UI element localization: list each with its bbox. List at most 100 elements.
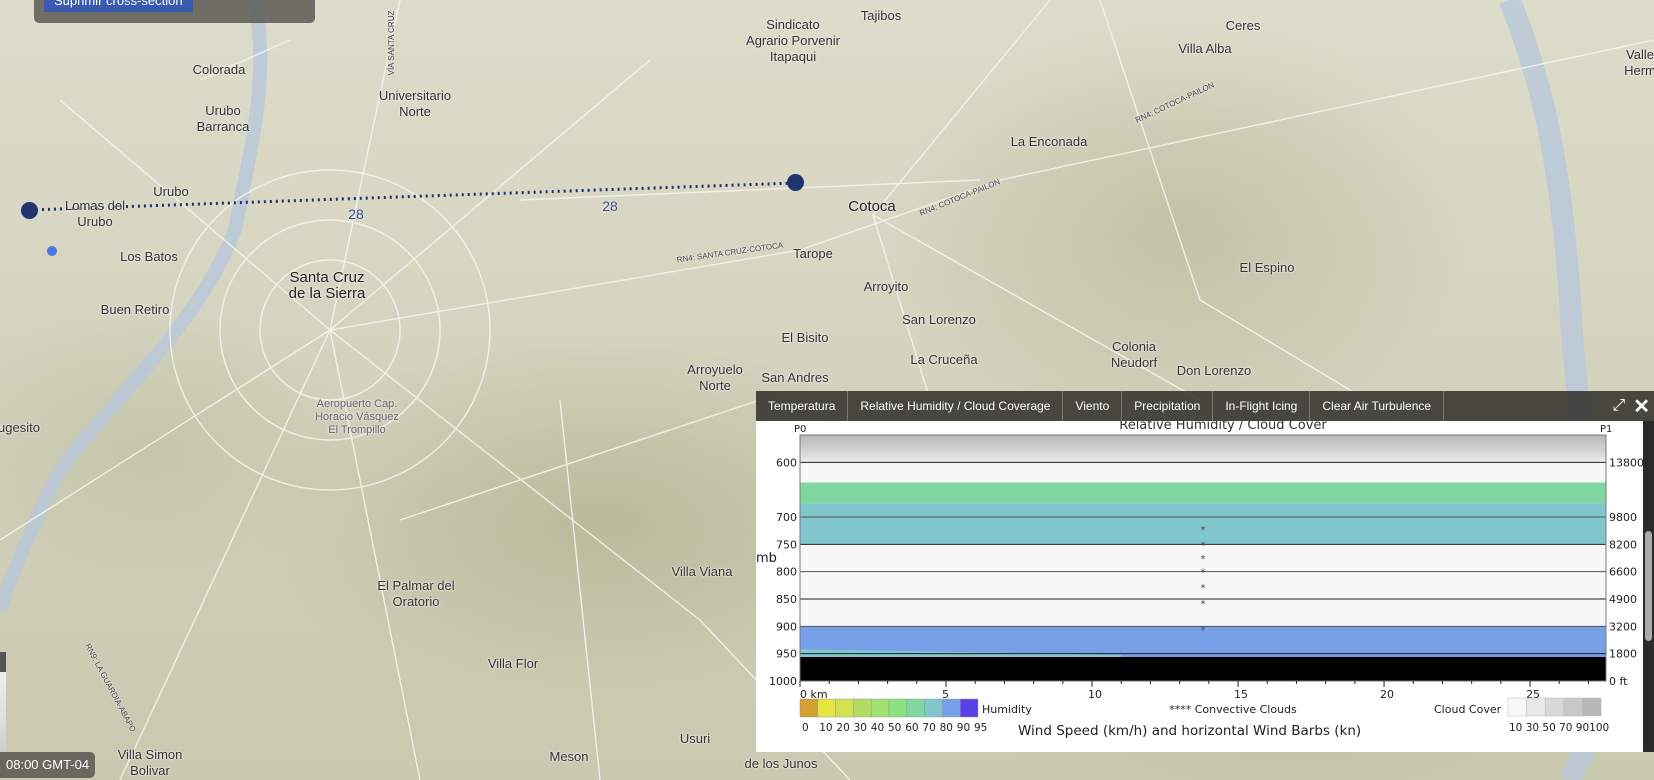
layer-band [800, 544, 1606, 627]
cross-section-end-marker[interactable] [787, 174, 804, 191]
y-tick-label: 750 [776, 538, 797, 551]
humidity-tick-label: 20 [836, 722, 849, 734]
left-legend-strip [0, 652, 6, 752]
y-axis-label: mb [756, 551, 777, 566]
humidity-tick-label: 60 [905, 722, 918, 734]
x-tick-label: 15 [1234, 688, 1248, 701]
tab-temperatura[interactable]: Temperatura [756, 391, 849, 421]
cross-section-panel: Temperatura Relative Humidity / Cloud Co… [756, 391, 1654, 752]
end-point-label: P1 [1600, 424, 1612, 435]
place-label: Villa Simon Bolivar [117, 747, 183, 778]
convective-legend-label: **** Convective Clouds [1169, 703, 1297, 716]
cloud-cover-swatch [1507, 697, 1527, 717]
x-tick-label: 5 [942, 688, 949, 701]
cloud-cover-swatch [1563, 697, 1583, 717]
convective-cloud-mark: * [1201, 568, 1206, 579]
tab-relative-humidity[interactable]: Relative Humidity / Cloud Coverage [848, 391, 1064, 421]
cross-section-toolbar: Suprimir cross-section [34, 0, 315, 23]
tab-viento[interactable]: Viento [1063, 391, 1123, 421]
convective-cloud-mark: * [1201, 554, 1206, 565]
humidity-tick-label: 40 [871, 722, 884, 734]
convective-cloud-mark: * [1201, 583, 1206, 594]
humidity-swatch [817, 698, 836, 718]
y-right-tick-label: 1800 [1609, 648, 1637, 661]
layer-band [800, 503, 1606, 545]
humidity-tick-label: 0 [802, 722, 809, 734]
place-label: Tajibos [860, 8, 902, 23]
convective-cloud-mark: * [1201, 525, 1206, 536]
y-right-tick-label: 3200 [1609, 620, 1637, 633]
y-right-tick-label: 0 ft [1609, 675, 1628, 688]
chart-area: 600 13800 700 9800 750 8200 800 6600 850 4900 900 3… [756, 421, 1654, 752]
place-label: Don Lorenzo [1176, 363, 1252, 378]
place-label: Villa Viana [671, 564, 733, 579]
place-label: Santa Cruz de la Sierra [288, 269, 366, 302]
layer-band [800, 656, 1606, 681]
humidity-legend-label: Humidity [982, 703, 1032, 716]
place-label: Arroyuelo Norte [687, 362, 743, 393]
place-label: Colonia Neudorf [1110, 339, 1158, 370]
y-tick-label: 600 [776, 456, 797, 469]
cross-section-start-marker[interactable] [21, 202, 38, 219]
tab-in-flight-icing[interactable]: In-Flight Icing [1213, 391, 1311, 421]
humidity-tick-label: 95 [974, 722, 987, 734]
place-label: Usuri [679, 731, 711, 746]
humidity-swatch [853, 698, 872, 718]
place-label: Sindicato Agrario Porvenir Itapaqui [746, 17, 840, 64]
humidity-swatch [888, 698, 908, 718]
humidity-swatch [942, 698, 961, 718]
humidity-tick-label: 30 [854, 722, 867, 734]
place-label: Villa Flor [487, 656, 539, 671]
cloud-cover-swatch [1544, 697, 1565, 717]
chart-title: Relative Humidity / Cloud Cover [1119, 421, 1327, 433]
y-tick-label: 850 [776, 593, 797, 606]
y-right-tick-label: 13800 [1609, 456, 1643, 469]
cloud-cover-swatch [1526, 697, 1546, 717]
delete-cross-section-button[interactable]: Suprimir cross-section [44, 0, 193, 12]
place-label: Tarope [793, 246, 833, 261]
place-label: El Espino [1239, 260, 1295, 275]
place-label: Meson [549, 749, 589, 764]
cloud-cover-tick-labels: 10 30 50 70 90100 [1509, 722, 1609, 734]
layer-band [800, 435, 1606, 463]
close-icon[interactable]: ✕ [1633, 395, 1650, 418]
x-tick-label: 0 km [800, 688, 828, 701]
place-label: Arroyito [863, 279, 909, 294]
place-label: La Cruceña [910, 352, 978, 367]
x-tick-label: 10 [1088, 688, 1102, 701]
timestamp: 08:00 GMT-04 [0, 752, 96, 778]
tab-clear-air-turbulence[interactable]: Clear Air Turbulence [1310, 391, 1445, 421]
tab-precipitation[interactable]: Precipitation [1122, 391, 1214, 421]
plot-frame [799, 434, 1607, 682]
cloud-cover-legend-label: Cloud Cover [1434, 703, 1502, 716]
x-tick-label: 20 [1380, 688, 1394, 701]
y-right-tick-label: 4900 [1609, 593, 1637, 606]
place-label: Universitario Norte [378, 88, 452, 119]
scrollbar[interactable] [1643, 421, 1654, 752]
humidity-tick-label: 90 [957, 722, 970, 734]
road-label: 28 [348, 206, 364, 222]
expand-icon[interactable]: ⤢ [1612, 397, 1626, 414]
place-label: El Palmar del Oratorio [377, 578, 455, 609]
convective-cloud-mark: * [1201, 625, 1206, 636]
y-right-tick-label: 6600 [1609, 566, 1637, 579]
y-tick-label: 900 [776, 620, 797, 633]
layer-band [800, 462, 1606, 483]
scrollbar-thumb[interactable] [1645, 531, 1652, 641]
humidity-swatch [835, 698, 854, 718]
y-tick-label: 950 [776, 648, 797, 661]
y-tick-label: 700 [776, 511, 797, 524]
humidity-tick-label: 10 [819, 722, 832, 734]
y-tick-label: 800 [776, 566, 797, 579]
start-point-label: P0 [794, 424, 806, 435]
humidity-band [800, 649, 1122, 657]
place-label: Lomas del Urubo [65, 198, 125, 229]
place-label: Aeropuerto Cap. Horacio Vásquez El Trompil… [315, 398, 399, 436]
y-right-tick-label: 9800 [1609, 511, 1637, 524]
y-right-tick-label: 8200 [1609, 538, 1637, 551]
humidity-swatch [906, 698, 925, 718]
convective-cloud-mark: * [1201, 540, 1206, 551]
humidity-swatch [959, 698, 979, 718]
place-label: El Bisito [781, 330, 829, 345]
